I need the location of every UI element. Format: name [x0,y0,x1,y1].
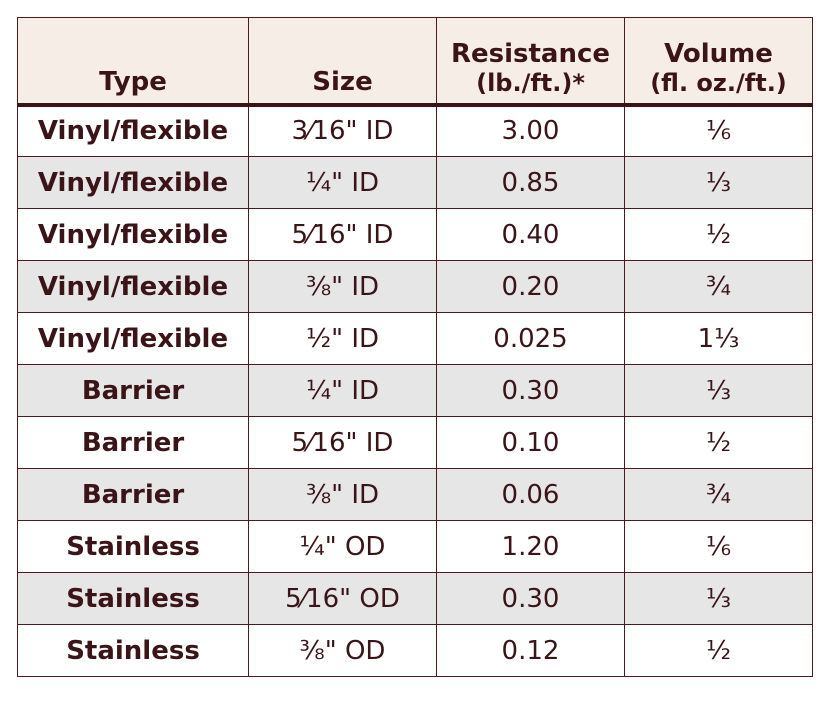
header-resistance: Resistance (lb./ft.)* [436,17,625,107]
type-cell: Stainless [17,520,249,573]
resistance-cell: 0.025 [436,312,625,365]
resistance-cell: 0.12 [436,624,625,677]
volume-cell: ½ [624,208,813,261]
size-cell: ⅜" ID [248,468,437,521]
table-row: Vinyl/flexible ⅜" ID 0.20 ¾ [17,260,813,313]
resistance-cell: 0.06 [436,468,625,521]
volume-cell: ¾ [624,468,813,521]
header-row: Type Size Resistance (lb./ft.)* Volume (… [17,17,813,107]
header-size: Size [248,17,437,107]
header-size-label: Size [312,66,373,97]
resistance-cell: 0.40 [436,208,625,261]
header-type-label: Type [99,66,167,97]
volume-cell: ⅓ [624,364,813,417]
type-cell: Vinyl/flexible [17,208,249,261]
volume-cell: ½ [624,624,813,677]
table-row: Vinyl/flexible ¼" ID 0.85 ⅓ [17,156,813,209]
table-row: Stainless ¼" OD 1.20 ⅙ [17,520,813,573]
type-cell: Barrier [17,416,249,469]
table-row: Vinyl/flexible 5⁄16" ID 0.40 ½ [17,208,813,261]
type-cell: Stainless [17,624,249,677]
size-cell: 3⁄16" ID [248,104,437,157]
type-cell: Barrier [17,364,249,417]
header-resistance-unit: (lb./ft.)* [476,68,585,97]
volume-cell: ¾ [624,260,813,313]
volume-cell: ⅓ [624,156,813,209]
type-cell: Vinyl/flexible [17,156,249,209]
header-resistance-label: Resistance [450,38,611,69]
size-cell: ⅜" ID [248,260,437,313]
header-volume-label: Volume [664,38,773,69]
size-cell: ¼" ID [248,156,437,209]
resistance-cell: 1.20 [436,520,625,573]
type-cell: Barrier [17,468,249,521]
size-cell: 5⁄16" ID [248,208,437,261]
size-cell: 5⁄16" ID [248,416,437,469]
table-header: Type Size Resistance (lb./ft.)* Volume (… [17,17,813,107]
table-row: Stainless ⅜" OD 0.12 ½ [17,624,813,677]
table-row: Vinyl/flexible 3⁄16" ID 3.00 ⅙ [17,104,813,157]
volume-cell: 1⅓ [624,312,813,365]
table-body: Vinyl/flexible 3⁄16" ID 3.00 ⅙ Vinyl/fle… [17,104,813,677]
header-volume-unit: (fl. oz./ft.) [650,68,787,97]
resistance-cell: 0.20 [436,260,625,313]
resistance-cell: 0.30 [436,364,625,417]
tubing-table-container: Type Size Resistance (lb./ft.)* Volume (… [17,17,813,677]
size-cell: ½" ID [248,312,437,365]
resistance-cell: 0.85 [436,156,625,209]
volume-cell: ½ [624,416,813,469]
resistance-cell: 0.10 [436,416,625,469]
resistance-cell: 0.30 [436,572,625,625]
volume-cell: ⅙ [624,104,813,157]
type-cell: Vinyl/flexible [17,104,249,157]
table-row: Stainless 5⁄16" OD 0.30 ⅓ [17,572,813,625]
tubing-resistance-table: Type Size Resistance (lb./ft.)* Volume (… [17,17,813,677]
size-cell: ¼" ID [248,364,437,417]
header-type: Type [17,17,249,107]
size-cell: ¼" OD [248,520,437,573]
type-cell: Vinyl/flexible [17,312,249,365]
volume-cell: ⅓ [624,572,813,625]
size-cell: ⅜" OD [248,624,437,677]
table-row: Barrier ⅜" ID 0.06 ¾ [17,468,813,521]
header-volume: Volume (fl. oz./ft.) [624,17,813,107]
type-cell: Vinyl/flexible [17,260,249,313]
table-row: Vinyl/flexible ½" ID 0.025 1⅓ [17,312,813,365]
size-cell: 5⁄16" OD [248,572,437,625]
table-row: Barrier 5⁄16" ID 0.10 ½ [17,416,813,469]
type-cell: Stainless [17,572,249,625]
volume-cell: ⅙ [624,520,813,573]
resistance-cell: 3.00 [436,104,625,157]
table-row: Barrier ¼" ID 0.30 ⅓ [17,364,813,417]
